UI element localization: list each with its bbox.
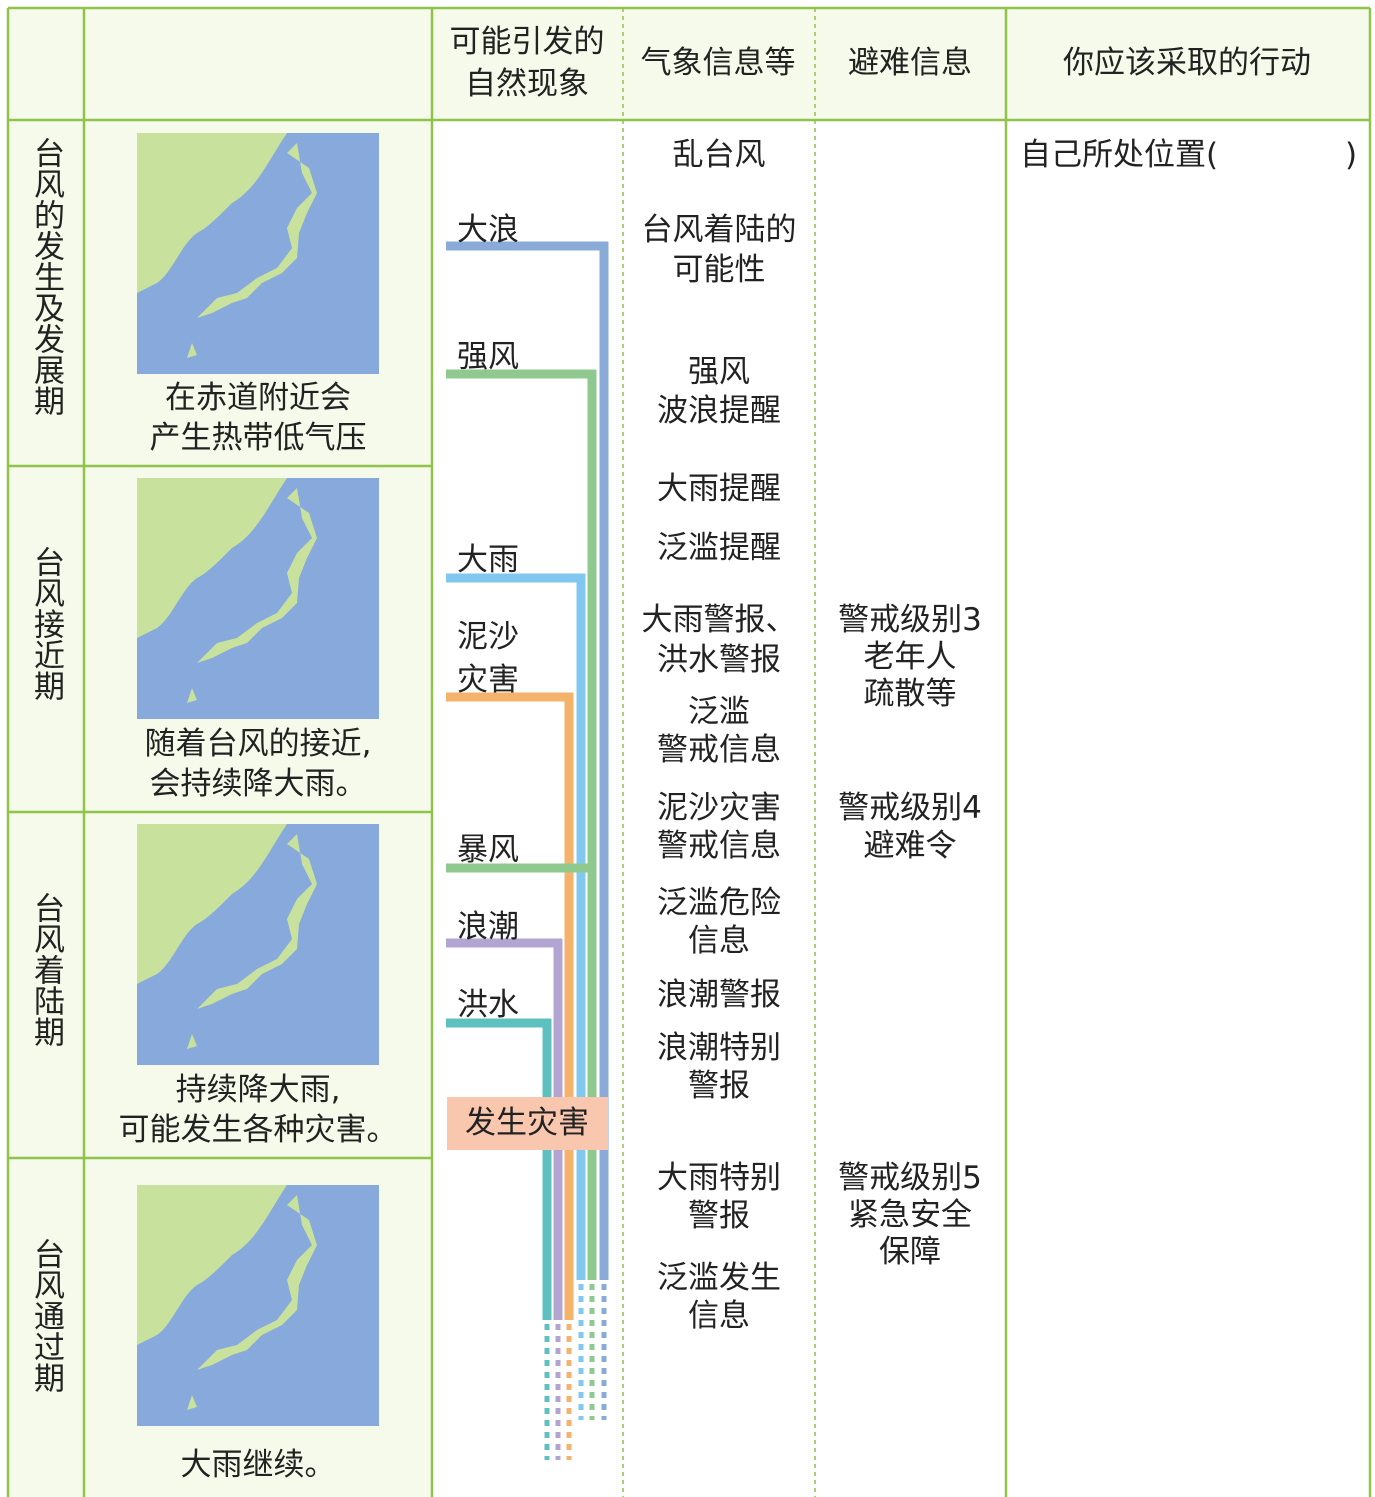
weather-info: 泛滥提醒 [657,530,781,566]
island [187,1034,197,1049]
japan [197,143,317,318]
evacuation-info: 紧急安全 [848,1197,972,1233]
evacuation-info: 老年人 [863,639,957,675]
weather-info: 浪潮特别 [657,1030,781,1066]
land [137,824,287,984]
map [137,1185,379,1426]
phase-label: 台风接近期 [28,546,64,701]
weather-info: 泛滥 [688,694,750,730]
phenomenon-label: 大浪 [457,212,519,248]
weather-info: 警报 [688,1198,750,1234]
evacuation-info: 警戒级别4 [838,790,982,826]
weather-info: 泛滥发生 [657,1260,781,1296]
weather-info: 大雨警报、 [641,602,797,638]
weather-info: 泥沙灾害 [657,790,781,826]
weather-info: 浪潮警报 [657,977,781,1013]
disaster-box [447,1097,608,1150]
header-cell: 你应该采取的行动 [1063,45,1311,81]
weather-info: 波浪提醒 [657,393,781,429]
evacuation-info: 保障 [879,1234,941,1270]
island [187,343,197,358]
action-text: 自己所处位置( [1020,137,1219,173]
land [137,1185,287,1345]
phenomenon-label: 洪水 [457,987,519,1023]
phenomenon-label: 大雨 [457,542,519,578]
map-caption: 大雨继续。 [180,1447,336,1483]
header-cell: 避难信息 [848,45,972,81]
action-text: ) [1345,137,1358,173]
weather-info: 警戒信息 [657,828,781,864]
land [137,478,287,638]
japan [197,488,317,663]
map-caption: 可能发生各种灾害。 [118,1112,398,1148]
phenomena-lines [446,241,609,1460]
maps [137,133,379,1426]
evacuation-info: 疏散等 [863,676,957,712]
weather-info: 信息 [688,1298,750,1334]
map [137,133,379,374]
phase-label: 台风通过期 [28,1238,64,1393]
map-caption: 产生热带低气压 [149,420,367,456]
phase-label: 台风着陆期 [28,892,64,1047]
map-caption: 在赤道附近会 [165,380,351,416]
weather-info: 警戒信息 [657,732,781,768]
japan [197,1195,317,1370]
map [137,478,379,719]
weather-info: 乱台风 [672,137,766,173]
island [187,1395,197,1410]
weather-info: 洪水警报 [657,642,781,678]
weather-info: 强风 [688,354,750,390]
header-cell: 可能引发的 [449,24,605,60]
map-caption: 会持续降大雨。 [149,766,367,802]
header-cell: 气象信息等 [640,45,796,81]
disaster-label: 发生灾害 [465,1105,589,1141]
weather-info: 大雨提醒 [657,471,781,507]
phenomenon-label: 浪潮 [457,909,519,945]
map-caption: 持续降大雨, [175,1072,341,1108]
header-cell: 自然现象 [465,66,589,102]
weather-info: 台风着陆的 [641,212,797,248]
evacuation-info: 避难令 [863,828,957,864]
weather-info: 信息 [688,923,750,959]
weather-info: 泛滥危险 [657,885,781,921]
header-bg [8,8,1370,120]
land [137,133,287,293]
map [137,824,379,1065]
phenomenon-label: 泥沙 [457,619,519,655]
phenomenon-label: 暴风 [457,832,519,868]
weather-info: 警报 [688,1068,750,1104]
weather-info: 大雨特别 [657,1160,781,1196]
japan [197,834,317,1009]
island [187,688,197,703]
phase-label: 台风的发生及发展期 [28,137,64,416]
evacuation-info: 警戒级别5 [838,1160,982,1196]
grid [6,6,1372,1497]
weather-info: 可能性 [672,252,766,288]
dashed-grid [622,8,816,1497]
map-caption: 随着台风的接近, [144,726,372,762]
phenomenon-label: 强风 [457,339,519,375]
phenomenon-label: 灾害 [457,662,519,698]
evacuation-info: 警戒级别3 [838,602,982,638]
